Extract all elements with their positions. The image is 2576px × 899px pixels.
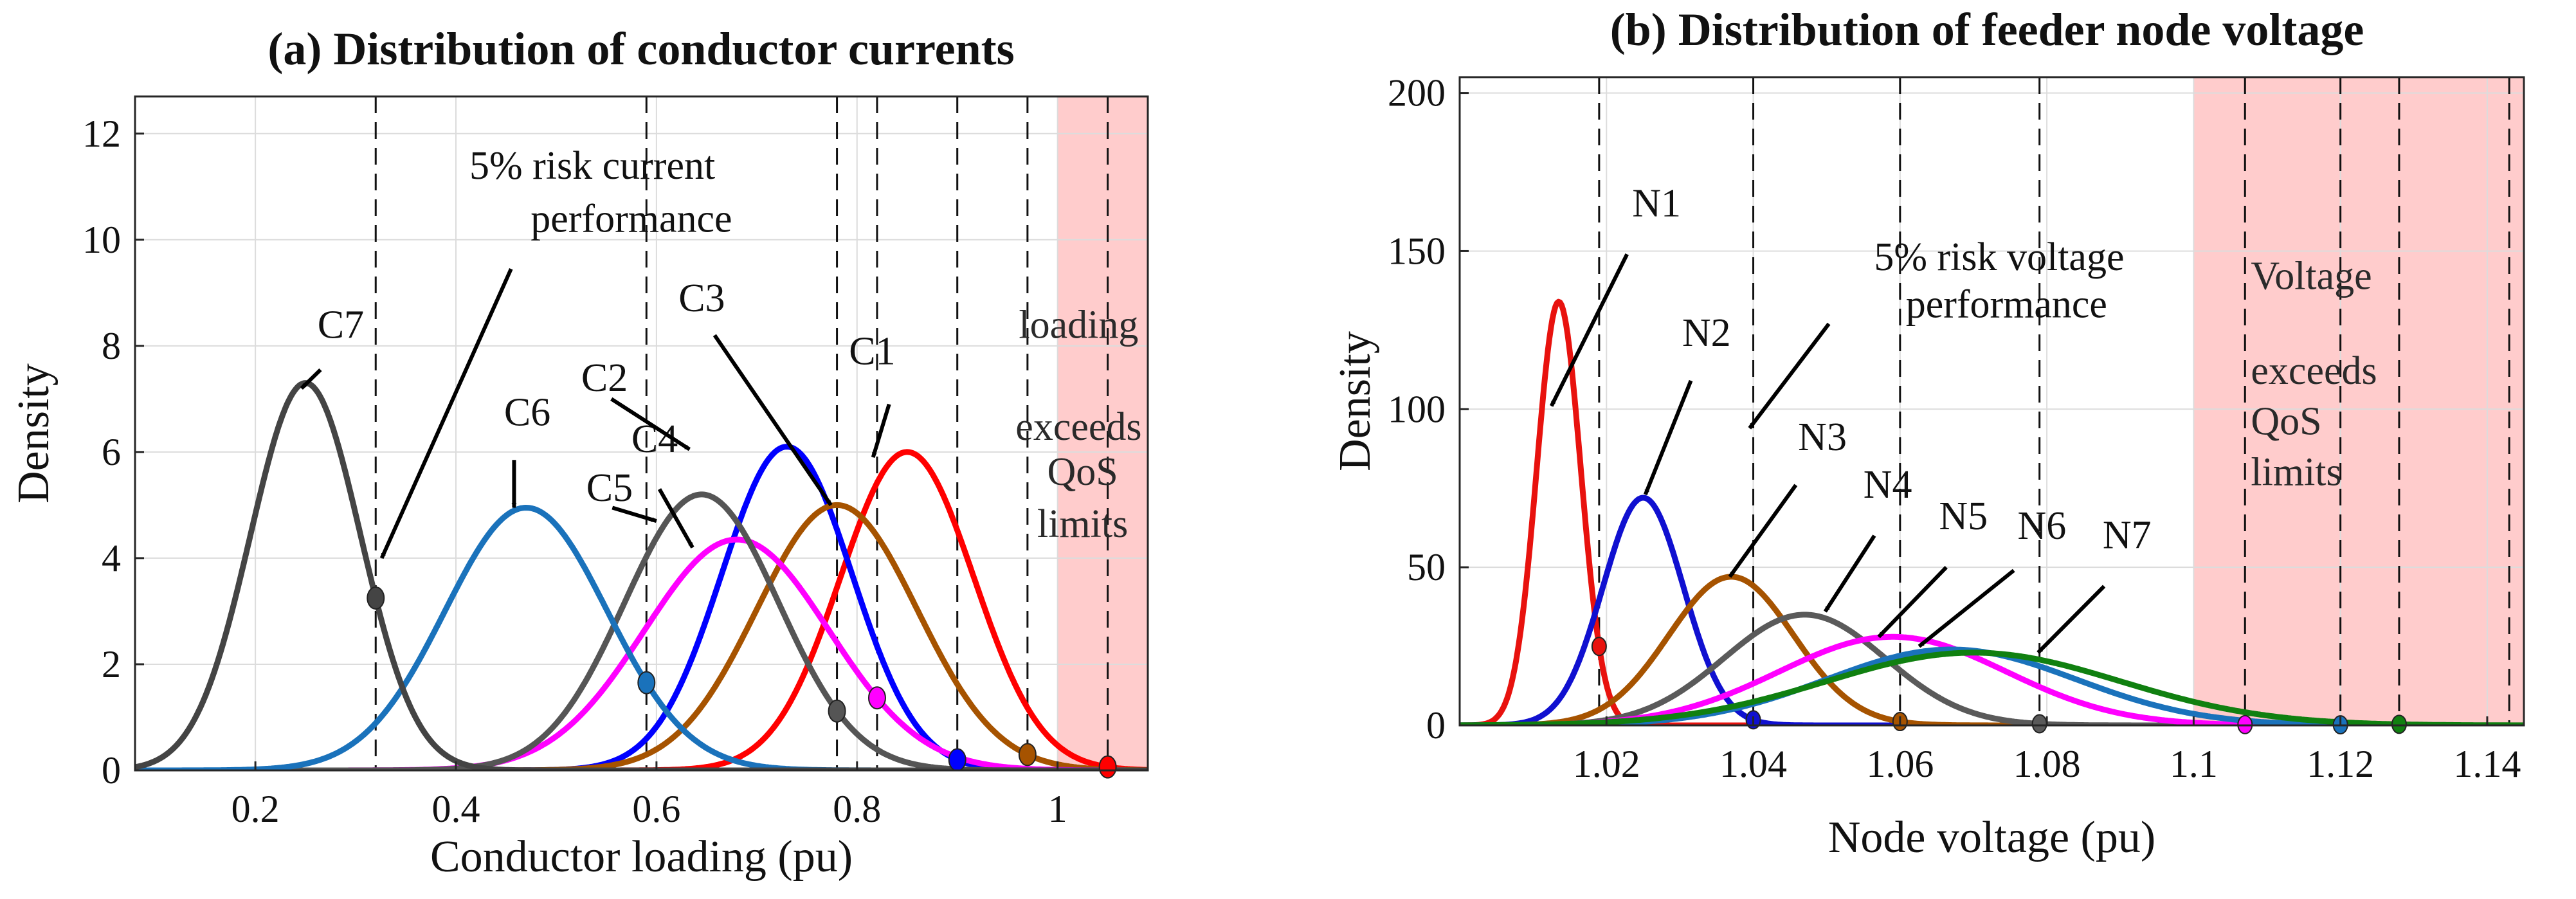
y-tick-label: 0	[102, 749, 121, 792]
curve-c3	[135, 502, 1148, 770]
y-axis-label: Density	[1330, 331, 1380, 471]
annotation-arrow-n2	[1643, 379, 1693, 496]
x-tick-label: 1.14	[2453, 743, 2521, 785]
risk-marker-c5	[828, 699, 846, 723]
y-tick-label: 150	[1388, 230, 1446, 272]
y-tick-label: 8	[102, 325, 121, 367]
qos-region-label: exceeds	[2251, 349, 2377, 393]
y-tick-label: 100	[1388, 388, 1446, 430]
risk-marker-c4	[867, 686, 886, 710]
annotation-arrow-n1	[1549, 253, 1629, 407]
annotation-risk-label: performance	[1906, 283, 2107, 327]
axes-frame	[134, 95, 1149, 772]
annotation-label-c2: C2	[581, 356, 628, 400]
annotation-arrow-n5	[1877, 566, 1948, 639]
panel-b-node-voltage: 1.02 1.04 1.06 1.08 1.1 1.12 1.14 0 50 100 150 200 (…	[1330, 4, 2525, 862]
annotation-label-c5: C5	[586, 466, 633, 510]
x-axis-label: Conductor loading (pu)	[430, 832, 853, 882]
annotation-arrow-n4	[1823, 534, 1876, 613]
curve-c2	[135, 444, 1148, 770]
qos-exceed-region	[1057, 96, 1148, 770]
qos-region-label: exceeds	[1015, 405, 1141, 449]
risk-marker-c3	[1018, 743, 1037, 767]
y-tick-label: 4	[102, 537, 121, 579]
annotation-label-n5: N5	[1939, 495, 1988, 538]
risk-marker-n7	[2391, 714, 2407, 734]
risk-marker-c2	[948, 748, 966, 772]
risk-marker-c7	[367, 586, 385, 610]
annotation-arrow-c5	[612, 505, 657, 523]
annotation-arrow-risk	[1748, 322, 1831, 430]
risk-marker-n4	[2031, 714, 2047, 734]
y-tick-label: 6	[102, 431, 121, 473]
annotation-risk-label: 5% risk current	[469, 144, 715, 188]
x-tick-label: 1.06	[1866, 743, 1934, 785]
y-tick-label: 10	[82, 219, 121, 261]
qos-region-label: Voltage	[2251, 254, 2372, 298]
x-tick-label: 1.12	[2307, 743, 2374, 785]
annotation-arrow-n7	[2036, 585, 2106, 655]
annotation-label-c6: C6	[504, 391, 550, 435]
annotation-label-c1: C1	[849, 330, 895, 374]
x-tick-label: 1.08	[2013, 743, 2081, 785]
annotation-label-n4: N4	[1864, 463, 1912, 507]
annotation-arrow-n6	[1918, 568, 2015, 648]
y-tick-label: 200	[1388, 72, 1446, 114]
y-tick-label: 12	[82, 113, 121, 155]
annotation-label-n3: N3	[1798, 415, 1847, 459]
annotation-risk-label: 5% risk voltage	[1874, 235, 2124, 279]
x-tick-label: 1	[1048, 788, 1067, 830]
x-axis-label: Node voltage (pu)	[1828, 813, 2155, 862]
qos-region-label: loading	[1019, 303, 1138, 347]
annotation-label-n7: N7	[2103, 514, 2152, 558]
y-tick-label: 2	[102, 643, 121, 686]
qos-exceed-region	[2193, 77, 2524, 725]
annotation-risk-label: performance	[531, 197, 732, 241]
x-tick-label: 1.1	[2170, 743, 2218, 785]
annotation-arrow-n3	[1728, 484, 1798, 578]
qos-region-label: QoS	[2251, 400, 2321, 444]
axes-frame	[1458, 76, 2525, 727]
x-tick-label: 0.2	[231, 788, 280, 830]
qos-region-label: QoS	[1048, 450, 1118, 494]
x-tick-label: 0.4	[432, 788, 480, 830]
y-tick-label: 0	[1426, 704, 1446, 747]
y-axis-label: Density	[9, 363, 59, 504]
curve-n4	[1460, 612, 2524, 725]
x-tick-label: 0.6	[632, 788, 680, 830]
annotation-label-n6: N6	[2017, 504, 2066, 548]
annotation-label-n2: N2	[1682, 311, 1731, 355]
annotation-arrow-c1	[871, 403, 891, 459]
x-tick-label: 1.04	[1719, 743, 1787, 785]
risk-marker-n1	[1591, 637, 1607, 657]
curve-n3	[1460, 574, 2524, 725]
annotation-arrow-c3	[712, 334, 833, 507]
annotation-arrow-c7	[300, 368, 322, 390]
x-tick-label: 0.8	[833, 788, 881, 830]
plot-area	[135, 96, 1148, 770]
annotation-arrow-c2	[610, 397, 691, 451]
qos-region-label: limits	[2251, 450, 2341, 494]
risk-marker-c6	[637, 671, 656, 695]
y-tick-label: 50	[1407, 546, 1446, 588]
chart-title: (a) Distribution of conductor currents	[268, 23, 1014, 75]
annotation-arrow-risk	[379, 268, 513, 559]
annotation-label-c3: C3	[678, 277, 725, 320]
curve-c7	[135, 380, 1148, 770]
x-tick-label: 1.02	[1573, 743, 1640, 785]
chart-title: (b) Distribution of feeder node voltage	[1610, 4, 2364, 55]
curve-n2	[1460, 495, 2524, 725]
qos-region-label: limits	[1037, 502, 1128, 546]
annotation-label-n1: N1	[1632, 181, 1681, 225]
curve-c4	[135, 536, 1148, 770]
annotation-arrow-c4	[657, 488, 694, 549]
annotation-label-c7: C7	[318, 303, 364, 347]
risk-marker-c1	[1098, 755, 1117, 779]
